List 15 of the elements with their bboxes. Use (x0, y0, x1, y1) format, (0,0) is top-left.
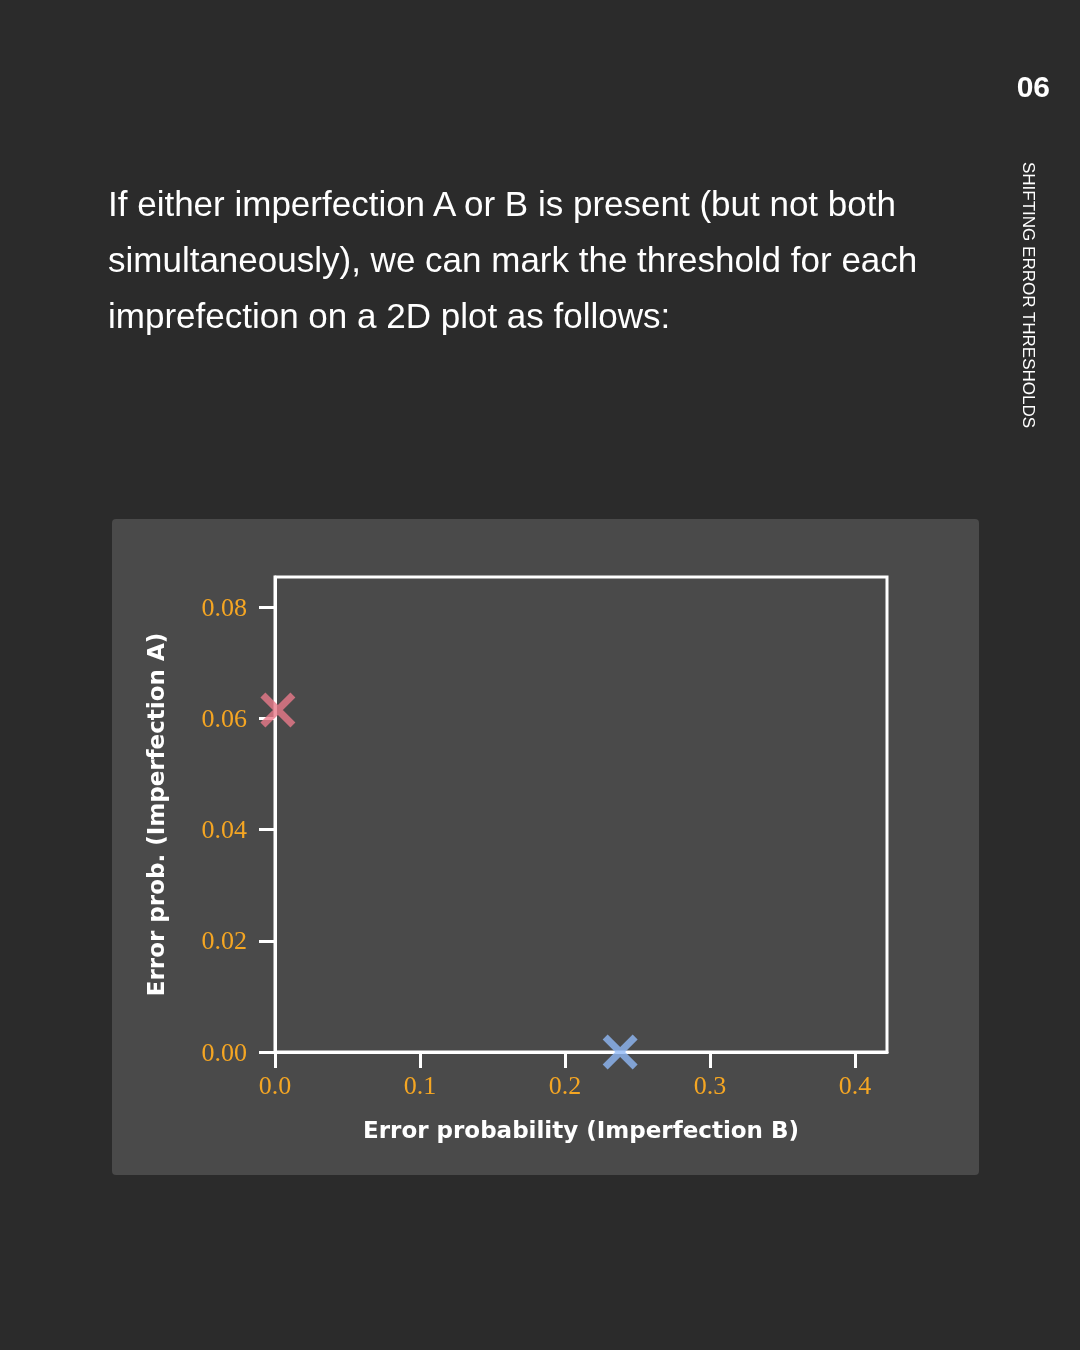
y-tick-label: 0.08 (201, 592, 247, 622)
y-axis-title: Error prob. (Imperfection A) (142, 632, 169, 997)
x-tick-label: 0.0 (258, 1070, 292, 1100)
text: 06 (1016, 70, 1050, 104)
x-axis-title: Error probability (Imperfection B) (362, 1116, 800, 1143)
x-tick-label: 0.1 (403, 1070, 437, 1100)
chart-title: If either imperfection A or B is present (but not both simultaneously), we can mark the threshold for each imprefection on a 2D plot as follows: (108, 183, 919, 337)
x-tick-label: 0.3 (693, 1070, 727, 1100)
y-tick-label: 0.00 (201, 1037, 247, 1067)
y-tick-label: 0.04 (201, 815, 247, 845)
x-tick-label: 0.4 (838, 1070, 872, 1100)
x-tick-label: 0.2 (548, 1070, 582, 1100)
y-tick-label: 0.02 (201, 926, 247, 956)
text: SHIFTING ERROR THRESHOLDS (1018, 162, 1038, 429)
y-tick-label: 0.06 (201, 703, 247, 733)
